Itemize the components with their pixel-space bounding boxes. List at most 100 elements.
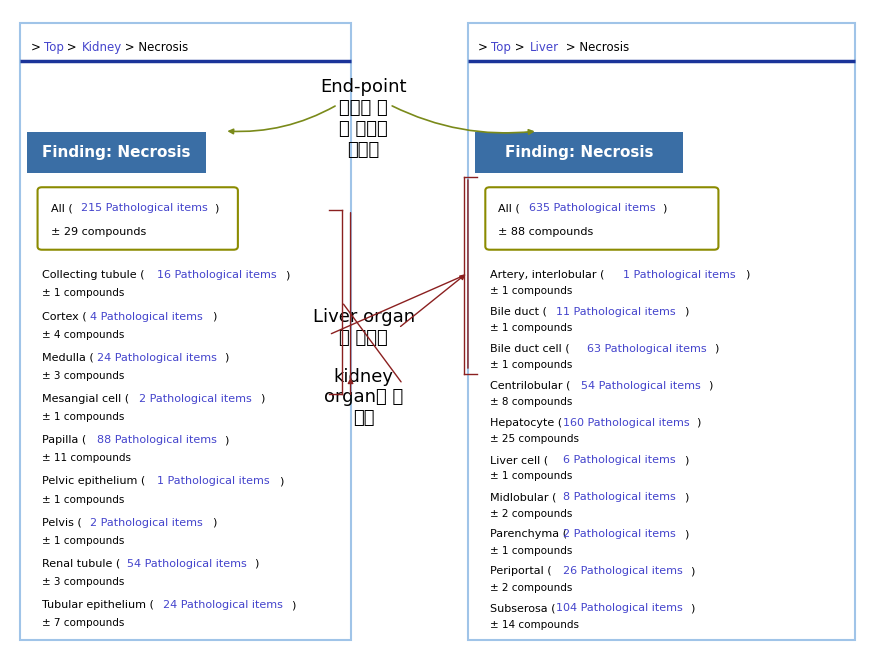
Text: kidney
organ의 일
부분: kidney organ의 일 부분 <box>324 368 403 427</box>
Text: Top: Top <box>44 41 63 54</box>
Text: Renal tubule (: Renal tubule ( <box>42 559 120 569</box>
FancyBboxPatch shape <box>486 187 718 250</box>
Text: Bile duct cell (: Bile duct cell ( <box>490 343 570 354</box>
Text: 24 Pathological items: 24 Pathological items <box>164 600 284 610</box>
Text: Papilla (: Papilla ( <box>42 435 86 445</box>
Text: Finding: Necrosis: Finding: Necrosis <box>505 145 654 160</box>
Text: 2 Pathological items: 2 Pathological items <box>563 529 676 539</box>
FancyBboxPatch shape <box>468 23 855 640</box>
Text: ): ) <box>684 307 689 317</box>
Text: ): ) <box>696 418 701 428</box>
Text: ± 1 compounds: ± 1 compounds <box>42 536 124 546</box>
Text: ): ) <box>684 529 689 539</box>
Text: 2 Pathological items: 2 Pathological items <box>90 518 203 528</box>
Text: ± 4 compounds: ± 4 compounds <box>42 330 124 339</box>
Text: Liver organ
의 일부분: Liver organ 의 일부분 <box>312 308 415 347</box>
Text: Finding: Necrosis: Finding: Necrosis <box>42 145 191 160</box>
Text: Parenchyma (: Parenchyma ( <box>490 529 567 539</box>
Text: ): ) <box>662 204 667 213</box>
Text: All (: All ( <box>499 204 520 213</box>
Text: > Necrosis: > Necrosis <box>563 41 629 54</box>
Text: ± 1 compounds: ± 1 compounds <box>42 495 124 505</box>
Text: ± 2 compounds: ± 2 compounds <box>490 509 572 518</box>
Text: 1 Pathological items: 1 Pathological items <box>623 270 736 280</box>
Text: ± 29 compounds: ± 29 compounds <box>51 227 146 237</box>
Text: 88 Pathological items: 88 Pathological items <box>96 435 216 445</box>
Text: ): ) <box>261 394 265 404</box>
Text: ± 14 compounds: ± 14 compounds <box>490 620 578 630</box>
Text: 4 Pathological items: 4 Pathological items <box>90 312 203 322</box>
Text: ): ) <box>212 312 216 322</box>
Text: ): ) <box>714 343 718 354</box>
Text: Liver: Liver <box>530 41 559 54</box>
Text: ): ) <box>290 600 295 610</box>
Text: Hepatocyte (: Hepatocyte ( <box>490 418 562 428</box>
Text: ± 25 compounds: ± 25 compounds <box>490 434 578 444</box>
Text: Tubular epithelium (: Tubular epithelium ( <box>42 600 154 610</box>
Text: Midlobular (: Midlobular ( <box>490 492 556 502</box>
Text: ± 88 compounds: ± 88 compounds <box>499 227 593 237</box>
Text: Liver cell (: Liver cell ( <box>490 455 548 465</box>
Text: ± 11 compounds: ± 11 compounds <box>42 453 131 463</box>
Text: All (: All ( <box>51 204 73 213</box>
Text: > Necrosis: > Necrosis <box>121 41 188 54</box>
Text: 26 Pathological items: 26 Pathological items <box>563 566 682 576</box>
Text: 54 Pathological items: 54 Pathological items <box>127 559 247 569</box>
Text: ± 2 compounds: ± 2 compounds <box>490 583 572 593</box>
Text: ± 1 compounds: ± 1 compounds <box>490 286 572 296</box>
Text: Mesangial cell (: Mesangial cell ( <box>42 394 129 404</box>
Text: ): ) <box>255 559 259 569</box>
Text: 104 Pathological items: 104 Pathological items <box>556 603 683 613</box>
Text: ± 1 compounds: ± 1 compounds <box>490 360 572 370</box>
Text: Artery, interlobular (: Artery, interlobular ( <box>490 270 604 280</box>
Text: ): ) <box>284 271 289 280</box>
FancyBboxPatch shape <box>20 23 351 640</box>
Text: ): ) <box>684 455 689 465</box>
Text: Kidney: Kidney <box>82 41 123 54</box>
Text: Pelvis (: Pelvis ( <box>42 518 81 528</box>
Text: >: > <box>479 41 492 54</box>
Text: ± 1 compounds: ± 1 compounds <box>42 288 124 298</box>
Text: >: > <box>31 41 45 54</box>
Text: 160 Pathological items: 160 Pathological items <box>563 418 690 428</box>
Text: Medulla (: Medulla ( <box>42 353 94 363</box>
Text: ± 8 compounds: ± 8 compounds <box>490 397 572 407</box>
Text: ): ) <box>684 492 689 502</box>
Text: >: > <box>63 41 80 54</box>
Text: Subserosa (: Subserosa ( <box>490 603 555 613</box>
Text: Collecting tubule (: Collecting tubule ( <box>42 271 144 280</box>
Text: Top: Top <box>491 41 511 54</box>
Text: ): ) <box>224 435 228 445</box>
Text: Periportal (: Periportal ( <box>490 566 551 576</box>
FancyBboxPatch shape <box>475 132 683 174</box>
Text: 2 Pathological items: 2 Pathological items <box>139 394 252 404</box>
Text: ): ) <box>690 566 695 576</box>
Text: Centrilobular (: Centrilobular ( <box>490 381 570 391</box>
Text: 11 Pathological items: 11 Pathological items <box>556 307 676 317</box>
Text: Bile duct (: Bile duct ( <box>490 307 547 317</box>
Text: ± 1 compounds: ± 1 compounds <box>490 546 572 556</box>
Text: ± 1 compounds: ± 1 compounds <box>42 412 124 422</box>
Text: 54 Pathological items: 54 Pathological items <box>581 381 701 391</box>
Text: ± 3 compounds: ± 3 compounds <box>42 577 124 587</box>
Text: ): ) <box>690 603 695 613</box>
Text: 24 Pathological items: 24 Pathological items <box>96 353 216 363</box>
Text: ): ) <box>745 270 749 280</box>
Text: 1 Pathological items: 1 Pathological items <box>158 477 270 487</box>
Text: >: > <box>511 41 528 54</box>
Text: ): ) <box>214 204 219 213</box>
Text: 63 Pathological items: 63 Pathological items <box>587 343 706 354</box>
FancyBboxPatch shape <box>27 132 206 174</box>
Text: 16 Pathological items: 16 Pathological items <box>158 271 276 280</box>
Text: ± 7 compounds: ± 7 compounds <box>42 619 124 629</box>
Text: ): ) <box>708 381 712 391</box>
Text: ): ) <box>279 477 284 487</box>
Text: ± 1 compounds: ± 1 compounds <box>490 323 572 333</box>
Text: Pelvic epithelium (: Pelvic epithelium ( <box>42 477 145 487</box>
Text: ± 3 compounds: ± 3 compounds <box>42 371 124 381</box>
Text: 8 Pathological items: 8 Pathological items <box>563 492 676 502</box>
Text: ± 1 compounds: ± 1 compounds <box>490 471 572 481</box>
Text: End-point
분류를 위
해 사용될
샘플들: End-point 분류를 위 해 사용될 샘플들 <box>320 78 407 158</box>
Text: 635 Pathological items: 635 Pathological items <box>528 204 655 213</box>
Text: ): ) <box>212 518 216 528</box>
